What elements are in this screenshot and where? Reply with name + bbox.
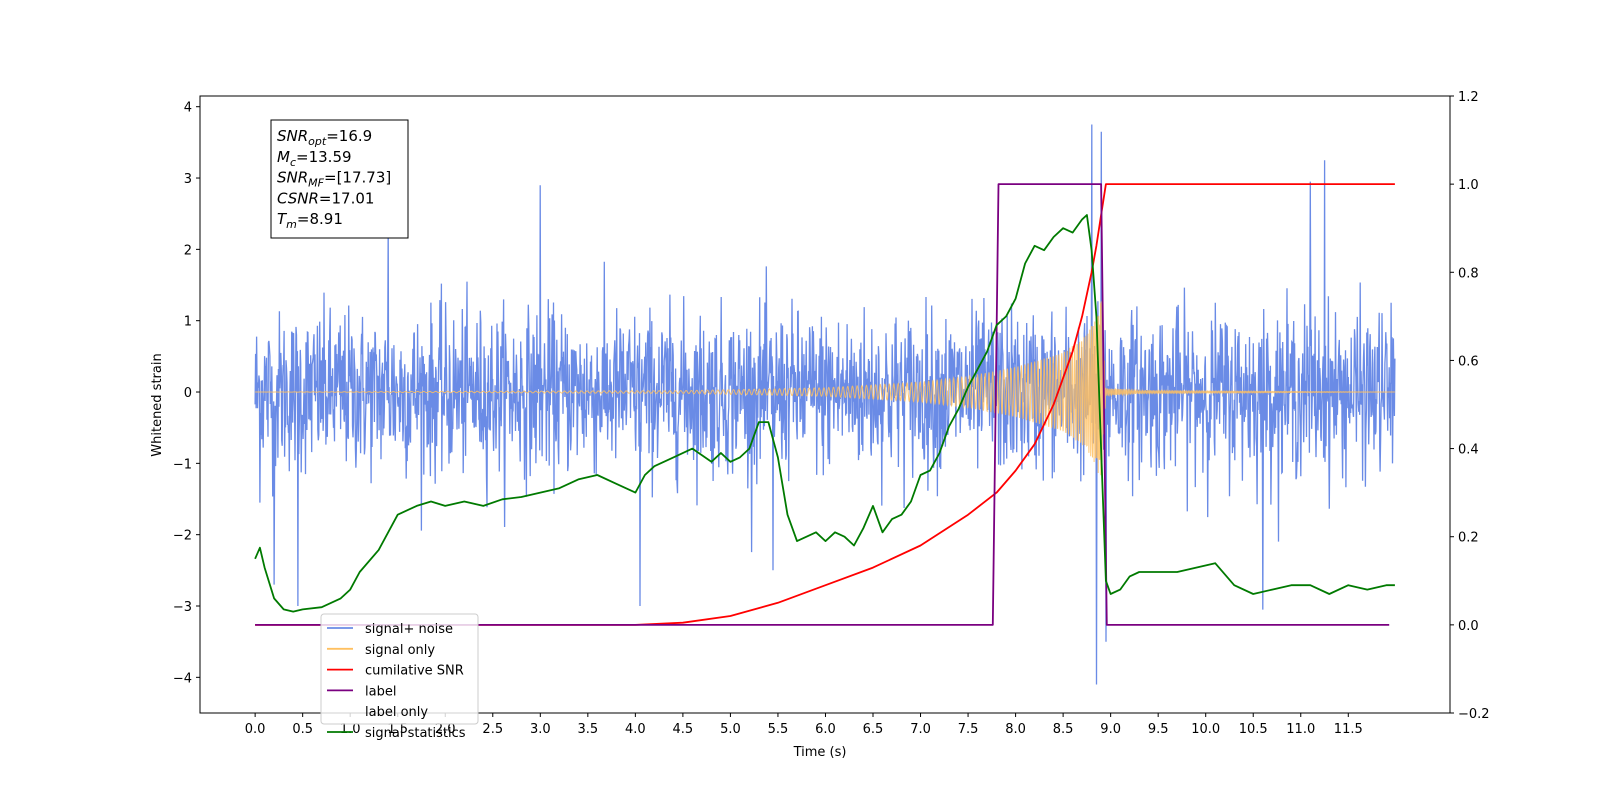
x-tick-label: 10.5 — [1239, 722, 1268, 737]
legend-label: signal only — [365, 643, 435, 658]
x-tick-label: 1.5 — [387, 722, 408, 737]
legend: signal+ noise signal only cumilative SNR la… — [320, 613, 479, 741]
annotation-symbol: CSNR — [277, 189, 319, 207]
y-tick-label: −1 — [173, 457, 192, 472]
y-tick-label: −2 — [173, 529, 192, 544]
x-tick-label: 6.5 — [863, 722, 884, 737]
y2-tick-label: 0.8 — [1458, 266, 1479, 281]
x-tick-label: 3.5 — [577, 722, 598, 737]
legend-label: label only — [365, 705, 428, 720]
y2-tick-label: 0.6 — [1458, 354, 1479, 369]
x-tick-label: 6.0 — [815, 722, 836, 737]
series-cumulative-snr — [255, 183, 1395, 626]
annotation-value: =[17.73] — [324, 169, 391, 187]
annotation-value: =8.91 — [297, 210, 343, 228]
legend-label: signal statistics — [365, 726, 466, 741]
x-tick-label: 8.5 — [1053, 722, 1074, 737]
annotation-subscript: c — [290, 156, 296, 169]
y2-tick-label: 1.0 — [1458, 178, 1479, 193]
legend-label: label — [365, 684, 396, 699]
annotation-symbol: SNR — [277, 127, 308, 145]
annotation-symbol: SNR — [277, 169, 308, 187]
annotation-symbol: M — [277, 148, 290, 166]
annotation-value: =13.59 — [296, 148, 352, 166]
y2-tick-label: 0.2 — [1458, 531, 1479, 546]
x-axis: 0.0 0.5 1.0 1.5 2.0 2.5 3.0 3.5 4.0 4.5 5.0 5.5 6.0 6… — [245, 713, 1363, 737]
legend-label: signal+ noise — [365, 622, 453, 637]
x-tick-label: 5.0 — [720, 722, 741, 737]
y-tick-label: −4 — [173, 671, 192, 686]
x-tick-label: 1.0 — [340, 722, 361, 737]
annotation-symbol: T — [277, 210, 288, 228]
x-tick-label: 11.0 — [1286, 722, 1315, 737]
annotation-line: CSNR=17.01 — [277, 189, 374, 207]
plot-area — [254, 124, 1396, 685]
annotation-box: SNRopt=16.9Mc=13.59SNRMF=[17.73]CSNR=17.… — [270, 119, 409, 239]
x-tick-label: 9.0 — [1100, 722, 1121, 737]
x-tick-label: 4.5 — [673, 722, 694, 737]
y-tick-label: 1 — [184, 315, 192, 330]
x-tick-label: 0.5 — [292, 722, 313, 737]
x-axis-label: Time (s) — [793, 745, 847, 760]
y-tick-label: 3 — [184, 172, 192, 187]
x-tick-label: 8.0 — [1005, 722, 1026, 737]
annotation-line: SNRopt=16.9 — [277, 127, 372, 148]
y-tick-label: 2 — [184, 243, 192, 258]
x-tick-label: 10.0 — [1191, 722, 1220, 737]
annotation-subscript: MF — [308, 177, 324, 190]
y2-tick-label: 0.0 — [1458, 619, 1479, 634]
x-tick-label: 11.5 — [1334, 722, 1363, 737]
annotation-line: Mc=13.59 — [277, 148, 352, 169]
x-tick-label: 5.5 — [768, 722, 789, 737]
x-tick-label: 4.0 — [625, 722, 646, 737]
y-tick-label: −3 — [173, 600, 192, 615]
x-tick-label: 7.5 — [958, 722, 979, 737]
y-axis-label: Whitened strain — [150, 353, 165, 456]
x-tick-label: 3.0 — [530, 722, 551, 737]
annotation-subscript: m — [286, 218, 297, 231]
legend-frame — [320, 613, 479, 725]
x-tick-label: 7.0 — [910, 722, 931, 737]
series-signal-only — [255, 301, 1395, 476]
y-tick-label: 0 — [184, 386, 192, 401]
x-tick-label: 0.0 — [245, 722, 266, 737]
legend-label: cumilative SNR — [365, 664, 464, 679]
annotation-value: =17.01 — [319, 189, 375, 207]
y-axis-left: −4 −3 −2 −1 0 1 2 3 4 — [173, 101, 200, 686]
y-axis-right: −0.2 0.0 0.2 0.4 0.6 0.8 1.0 1.2 — [1450, 90, 1490, 722]
y2-tick-label: −0.2 — [1458, 707, 1490, 722]
x-tick-label: 2.0 — [435, 722, 456, 737]
annotation-line: SNRMF=[17.73] — [277, 169, 391, 190]
y-tick-label: 4 — [184, 101, 192, 116]
annotation-subscript: opt — [308, 135, 327, 148]
x-tick-label: 2.5 — [482, 722, 503, 737]
y2-tick-label: 1.2 — [1458, 90, 1479, 105]
x-tick-label: 9.5 — [1148, 722, 1169, 737]
series-signal-statistics — [254, 214, 1395, 613]
y2-tick-label: 0.4 — [1458, 443, 1479, 458]
series-label — [255, 183, 1390, 626]
annotation-line: Tm=8.91 — [277, 210, 343, 231]
series-signal-noise — [254, 124, 1396, 685]
annotation-value: =16.9 — [326, 127, 372, 145]
